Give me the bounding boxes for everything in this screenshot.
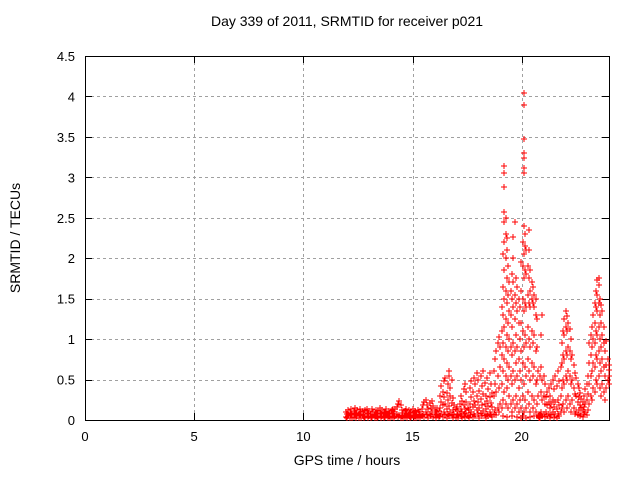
x-tick-label: 0 [81,429,88,444]
y-tick-label: 4 [68,89,75,104]
x-axis-label: GPS time / hours [293,452,401,468]
y-tick-label: 0.5 [57,373,75,388]
plot-border [85,56,610,421]
y-tick-label: 0 [68,413,75,428]
x-tick-label: 10 [296,429,310,444]
y-tick-label: 1 [68,332,75,347]
y-tick-label: 2.5 [57,211,75,226]
x-tick-label: 20 [514,429,528,444]
y-tick-label: 1.5 [57,292,75,307]
grid-lines [85,56,609,420]
x-tick-label: 15 [405,429,419,444]
chart-title: Day 339 of 2011, SRMTID for receiver p02… [210,13,484,29]
x-tick-label: 5 [191,429,198,444]
scatter-points [343,90,612,421]
tick-marks [85,56,609,421]
y-tick-label: 4.5 [57,49,75,64]
y-tick-label: 3.5 [57,130,75,145]
y-tick-label: 3 [68,170,75,185]
y-tick-label: 2 [68,251,75,266]
